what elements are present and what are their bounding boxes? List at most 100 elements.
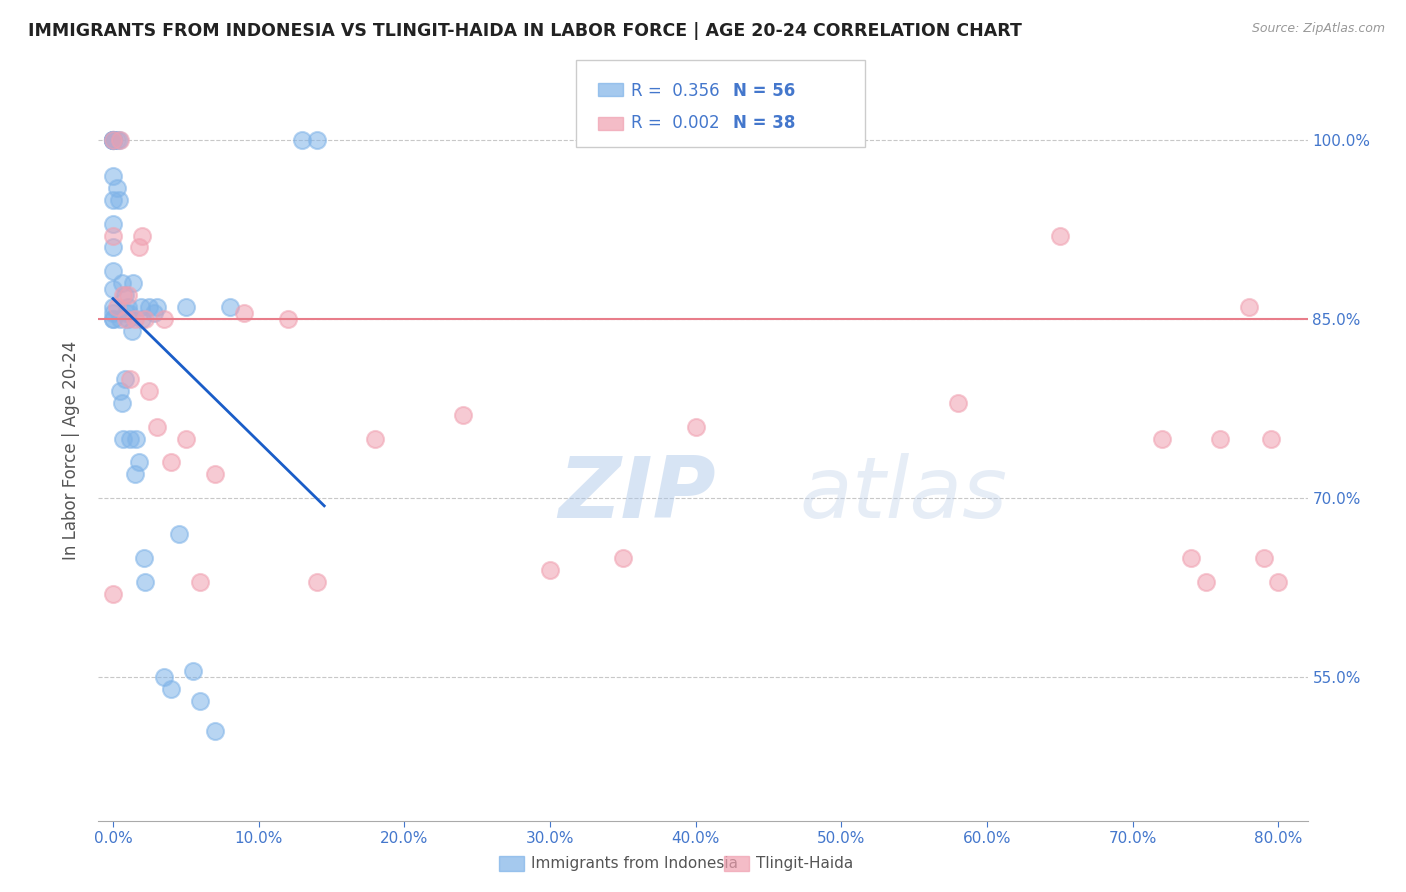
Point — [117, 300, 139, 314]
Point — [128, 240, 150, 254]
Point — [190, 574, 212, 589]
Point — [1049, 228, 1071, 243]
Point — [105, 133, 128, 147]
Point — [1267, 574, 1289, 589]
Point — [125, 432, 148, 446]
Point — [1194, 574, 1216, 589]
Point — [111, 277, 134, 291]
Point — [153, 312, 176, 326]
Point — [138, 384, 160, 398]
Point — [118, 306, 141, 320]
Point — [101, 587, 124, 601]
Point — [101, 312, 124, 326]
Point — [145, 300, 167, 314]
Point — [101, 312, 124, 326]
Point — [101, 306, 124, 320]
Point — [204, 467, 226, 482]
Point — [101, 133, 124, 147]
Point — [1260, 432, 1282, 446]
Point — [305, 574, 328, 589]
Point — [101, 217, 124, 231]
Point — [160, 455, 183, 469]
Y-axis label: In Labor Force | Age 20-24: In Labor Force | Age 20-24 — [62, 341, 80, 560]
Point — [124, 312, 146, 326]
Point — [108, 193, 131, 207]
Point — [145, 419, 167, 434]
Point — [101, 133, 124, 147]
Point — [117, 288, 139, 302]
Point — [1239, 300, 1261, 314]
Point — [134, 574, 156, 589]
Point — [174, 432, 197, 446]
Text: R =  0.356: R = 0.356 — [631, 82, 720, 100]
Point — [101, 193, 124, 207]
Point — [110, 384, 132, 398]
Point — [101, 133, 124, 147]
Point — [277, 312, 299, 326]
Point — [1180, 550, 1202, 565]
Point — [101, 282, 124, 296]
Point — [612, 550, 634, 565]
Text: Tlingit-Haida: Tlingit-Haida — [756, 856, 853, 871]
Point — [204, 724, 226, 739]
Point — [305, 133, 328, 147]
Point — [538, 563, 561, 577]
Point — [291, 133, 314, 147]
Point — [364, 432, 387, 446]
Point — [134, 312, 156, 326]
Point — [142, 306, 165, 320]
Point — [121, 324, 143, 338]
Point — [101, 300, 124, 314]
Point — [110, 133, 132, 147]
Point — [120, 372, 142, 386]
Point — [190, 694, 212, 708]
Point — [101, 133, 124, 147]
Point — [138, 300, 160, 314]
Point — [129, 300, 152, 314]
Point — [112, 432, 135, 446]
Point — [114, 288, 136, 302]
Point — [167, 527, 190, 541]
Point — [120, 432, 142, 446]
Text: N = 56: N = 56 — [733, 82, 794, 100]
Point — [174, 300, 197, 314]
Point — [153, 670, 176, 684]
Point — [115, 312, 138, 326]
Point — [124, 467, 146, 482]
Point — [108, 133, 131, 147]
Point — [218, 300, 240, 314]
Point — [105, 300, 128, 314]
Point — [110, 312, 132, 326]
Point — [101, 133, 124, 147]
Point — [101, 228, 124, 243]
Point — [946, 395, 969, 409]
Point — [131, 228, 153, 243]
Text: Source: ZipAtlas.com: Source: ZipAtlas.com — [1251, 22, 1385, 36]
Point — [101, 169, 124, 183]
Point — [131, 312, 153, 326]
Text: R =  0.002: R = 0.002 — [631, 114, 720, 132]
Point — [111, 395, 134, 409]
Point — [115, 306, 138, 320]
Point — [101, 264, 124, 278]
Point — [101, 133, 124, 147]
Point — [233, 306, 256, 320]
Point — [181, 665, 204, 679]
Text: IMMIGRANTS FROM INDONESIA VS TLINGIT-HAIDA IN LABOR FORCE | AGE 20-24 CORRELATIO: IMMIGRANTS FROM INDONESIA VS TLINGIT-HAI… — [28, 22, 1022, 40]
Point — [101, 133, 124, 147]
Point — [112, 288, 135, 302]
Point — [685, 419, 707, 434]
Point — [132, 550, 155, 565]
Point — [128, 455, 150, 469]
Text: atlas: atlas — [800, 453, 1008, 536]
Point — [101, 240, 124, 254]
Text: ZIP: ZIP — [558, 453, 716, 536]
Text: Immigrants from Indonesia: Immigrants from Indonesia — [531, 856, 738, 871]
Point — [101, 133, 124, 147]
Point — [1209, 432, 1232, 446]
Point — [160, 682, 183, 697]
Point — [101, 133, 124, 147]
Point — [122, 277, 145, 291]
Point — [1150, 432, 1173, 446]
Point — [1253, 550, 1275, 565]
